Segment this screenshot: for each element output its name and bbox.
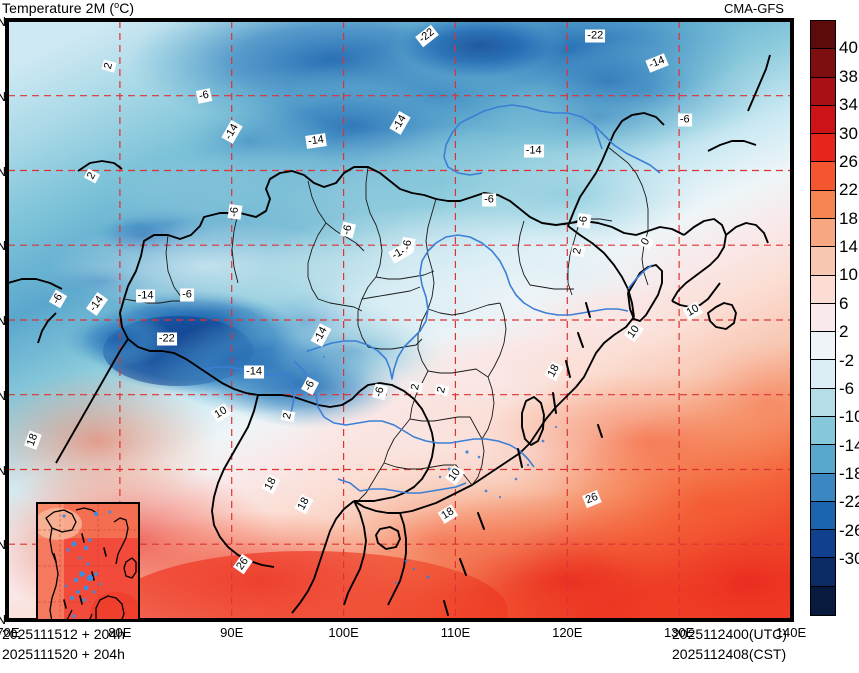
contour-label: -14 [304,132,327,149]
colorbar-segment [811,360,835,389]
contour-label: -6 [677,113,692,127]
colorbar-tick: 14 [839,237,858,257]
contour-label: -14 [135,289,156,303]
degree-symbol: o [114,0,120,10]
colorbar-segment [811,162,835,191]
page-title-text: Temperature 2M ( [2,0,115,16]
colorbar-tick: 22 [839,180,858,200]
lon-tick-80e: 80E [108,625,132,640]
contour-label: -6 [576,213,592,230]
colorbar-segment [811,501,835,531]
header: Temperature 2M (oC) CMA-GFS [0,0,859,18]
colorbar-tick: -30 [839,549,859,569]
contour-label: -22 [156,332,177,346]
lakes [306,349,558,585]
colorbar-segment [811,77,835,106]
lon-tick-100e: 100E [328,625,359,640]
colorbar-segment [811,190,835,219]
inset-map-south-china-sea[interactable]: Scale 1:40000000 [36,502,140,619]
lat-tick-20n: 20N [0,537,6,553]
province-boundaries [123,146,649,502]
colorbar-segment [811,530,835,559]
colorbar-tick: 10 [839,265,858,285]
colorbar-tick: -14 [839,435,859,455]
init-time-utc: 2025111512 + 204h [2,626,125,642]
colorbar-tick: 26 [839,151,858,171]
colorbar-tick: 38 [839,66,858,86]
map-frame[interactable]: 2 -6 -14 -14 -14 -22 -22 -14 -6 -14 2 -6 -6 -6 -6 -14 -6… [0,15,806,639]
colorbar-segment [811,303,835,333]
colorbar-segment [811,388,835,417]
lat-tick-55n: 55N [0,14,6,29]
contour-label: -14 [244,365,265,379]
contour-label: -6 [482,193,496,207]
colorbar-segment [811,247,835,276]
contour-label: -6 [180,288,194,302]
colorbar-segment [811,416,835,446]
lat-tick-30n: 30N [0,387,6,403]
colorbar-tick: 34 [839,95,858,115]
page-title-tail: C) [119,0,135,16]
colorbar-segment [811,275,835,304]
colorbar[interactable] [810,20,836,616]
colorbar-segment [811,218,835,248]
valid-time-cst: 2025112408(CST) [672,646,787,662]
lat-tick-25n: 25N [0,462,6,478]
colorbar-segment [811,105,835,135]
colorbar-tick: -22 [839,492,859,512]
colorbar-segment [811,558,835,587]
lon-tick-90e: 90E [220,625,244,640]
colorbar-tick: -26 [839,520,859,540]
lon-tick-140e: 140E [775,625,807,640]
lon-tick-120e: 120E [552,625,583,640]
colorbar-segment [811,586,835,615]
colorbar-tick: -2 [839,350,855,370]
contour-label: -22 [585,29,606,43]
lon-tick-110e: 110E [440,625,471,640]
contour-label: 2 [280,409,296,422]
page-title: Temperature 2M (oC) [2,0,134,16]
inset-map-field [38,504,138,619]
contour-label: -14 [523,144,544,158]
colorbar-segment [811,473,835,502]
colorbar-tick: 2 [839,322,849,342]
contour-label: -6 [195,87,212,104]
model-label: CMA-GFS [724,1,784,16]
colorbar-tick: -10 [839,407,859,427]
colorbar-tick: 30 [839,123,858,143]
colorbar-segment [811,134,835,163]
lat-tick-15n: 15N [0,612,6,627]
colorbar-segment [811,332,835,361]
colorbar-segment [811,49,835,78]
colorbar-tick: 40 [839,38,858,58]
lon-tick-130e: 130E [663,625,695,640]
colorbar-tick: -18 [839,464,859,484]
contour-label: -6 [227,204,243,221]
init-time-cst: 2025111520 + 204h [2,646,125,662]
lat-tick-45n: 45N [0,163,6,179]
colorbar-tick: 18 [839,208,858,228]
lon-tick-70e: 70E [0,625,20,640]
contour-label: 2 [571,245,586,258]
lat-tick-50n: 50N [0,88,6,104]
lat-tick-40n: 40N [0,238,6,254]
map-plot-area[interactable]: 2 -6 -14 -14 -14 -22 -22 -14 -6 -14 2 -6 -6 -6 -6 -14 -6… [8,21,791,619]
colorbar-segment [811,445,835,474]
colorbar-tick: -6 [839,378,855,398]
colorbar-tick: 6 [839,293,849,313]
valid-time-utc: 2025112400(UTC) [672,626,787,642]
lat-tick-35n: 35N [0,313,6,328]
colorbar-segment [811,21,835,50]
dashed-boundary-marks [443,302,603,616]
